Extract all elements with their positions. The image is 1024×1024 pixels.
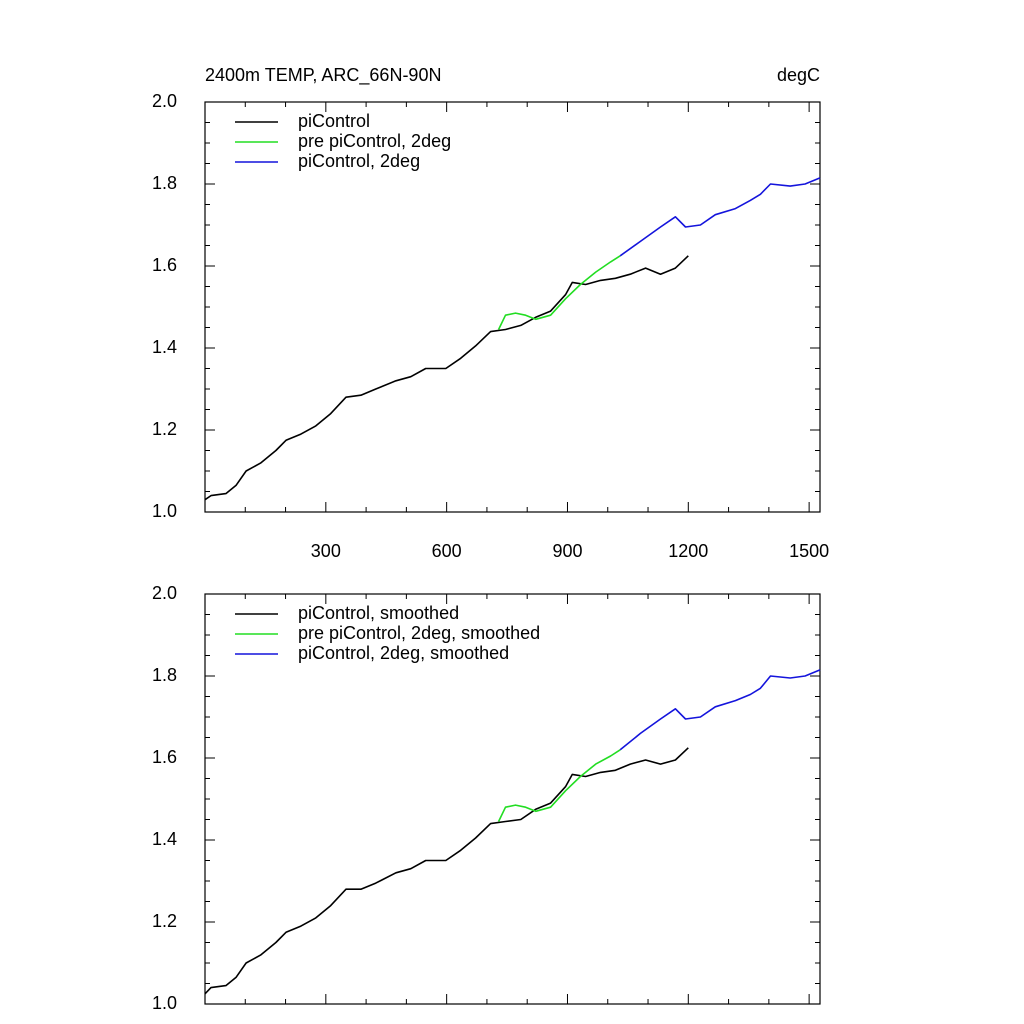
y-tick-label: 2.0 [152,91,177,111]
x-tick-label: 1500 [789,541,829,561]
data-line [497,255,621,330]
legend-label: piControl, 2deg [298,151,420,171]
data-line [619,177,821,257]
y-tick-label: 1.2 [152,419,177,439]
data-line [204,747,689,995]
legend-label: piControl, smoothed [298,603,459,623]
y-tick-label: 1.8 [152,173,177,193]
y-tick-label: 2.0 [152,583,177,603]
data-line [204,255,689,501]
y-tick-label: 1.4 [152,829,177,849]
legend-label: pre piControl, 2deg, smoothed [298,623,540,643]
y-tick-label: 1.4 [152,337,177,357]
units-label: degC [777,65,820,85]
legend-label: piControl, 2deg, smoothed [298,643,509,663]
legend-label: piControl [298,111,370,131]
x-tick-label: 1200 [668,541,708,561]
x-tick-label: 900 [552,541,582,561]
y-tick-label: 1.0 [152,993,177,1013]
data-line [619,669,821,751]
y-tick-label: 1.6 [152,255,177,275]
legend-label: pre piControl, 2deg [298,131,451,151]
x-tick-label: 300 [311,541,341,561]
y-tick-label: 1.6 [152,747,177,767]
y-tick-label: 1.2 [152,911,177,931]
y-tick-label: 1.8 [152,665,177,685]
x-tick-label: 600 [432,541,462,561]
y-tick-label: 1.0 [152,501,177,521]
data-line [497,749,621,822]
chart-title: 2400m TEMP, ARC_66N-90N [205,65,441,86]
